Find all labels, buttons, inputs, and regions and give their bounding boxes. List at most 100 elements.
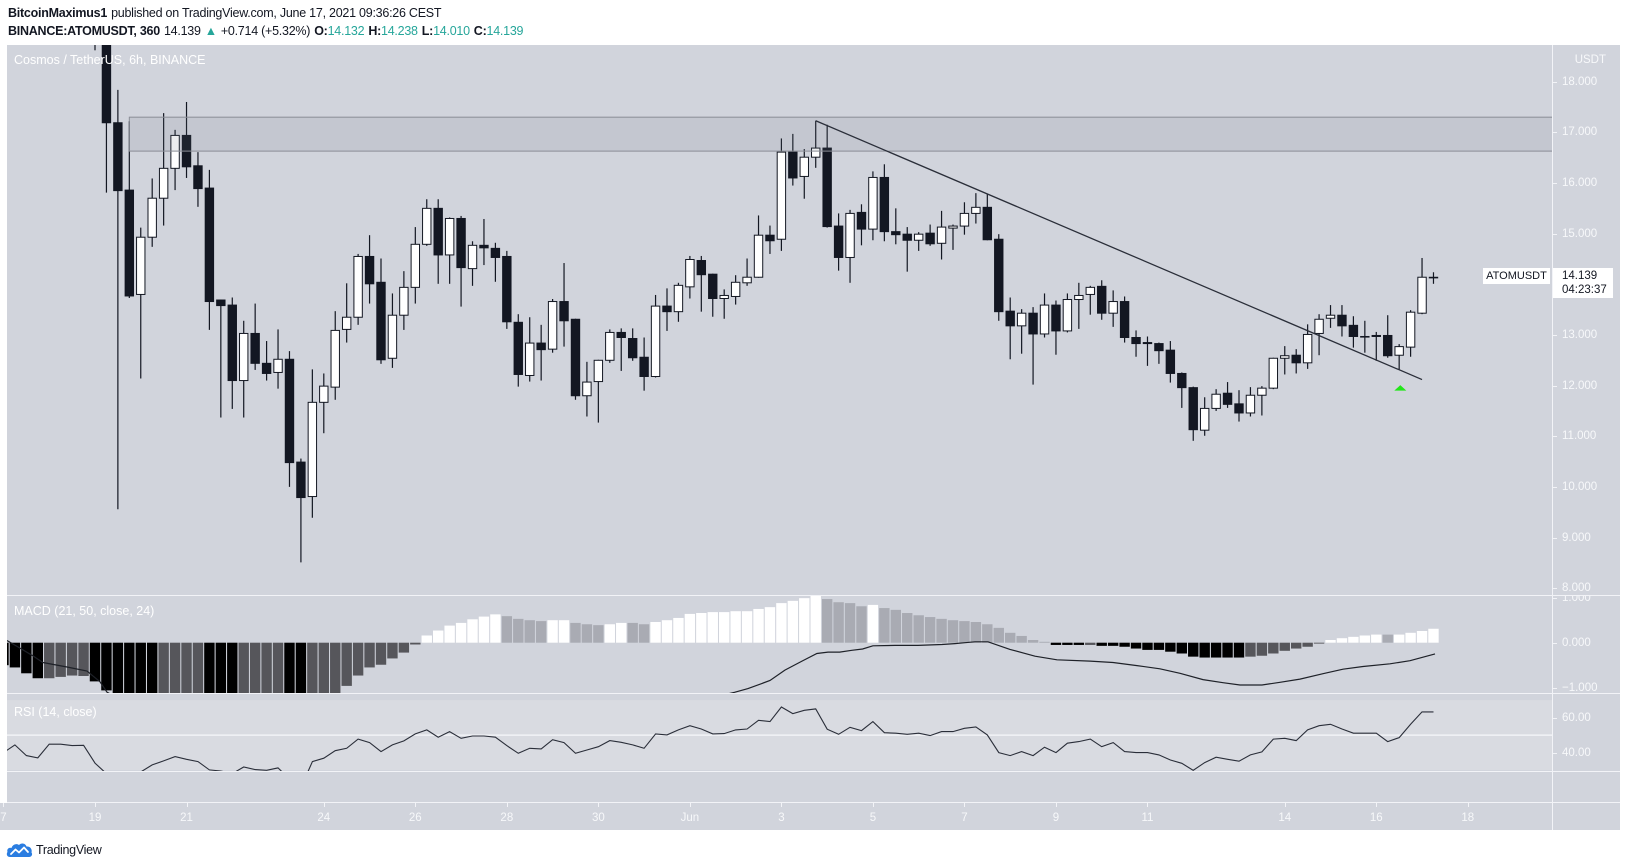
macd-histogram-bar: [627, 622, 638, 643]
macd-histogram-bar: [192, 642, 204, 693]
bullish-candle: [1074, 282, 1084, 329]
tradingview-footer-link[interactable]: TradingView: [6, 841, 102, 858]
macd-histogram-bar: [913, 615, 924, 643]
bullish-candle: [399, 271, 409, 330]
author-link[interactable]: BitcoinMaximus1: [8, 6, 108, 20]
candle-body: [456, 217, 466, 269]
candle-body: [364, 255, 375, 285]
pane-divider[interactable]: [7, 595, 1620, 596]
candle-body: [994, 238, 1004, 313]
candle-body: [1154, 343, 1164, 352]
bearish-candle: [1051, 300, 1061, 355]
axis-tick: [1553, 436, 1557, 438]
macd-histogram-bar: [1050, 642, 1062, 645]
bullish-candle: [1199, 397, 1210, 436]
rsi-axis[interactable]: 60.00 40.00: [1553, 694, 1620, 771]
candle-body: [1417, 276, 1427, 314]
bearish-candle: [1131, 330, 1141, 357]
candle-body: [479, 244, 489, 249]
macd-histogram-bar: [398, 642, 410, 653]
bearish-candle: [708, 273, 718, 317]
candle-body: [925, 232, 935, 245]
price-pane[interactable]: Cosmos / TetherUS, 6h, BINANCE: [7, 45, 1552, 595]
macd-histogram-bar: [513, 618, 524, 643]
macd-histogram-bar: [867, 604, 879, 643]
price-axis-label: 15.000: [1562, 227, 1598, 240]
low-label: L:: [421, 24, 434, 38]
macd-histogram-bar: [215, 642, 227, 693]
bullish-candle: [1039, 293, 1050, 338]
macd-histogram-bar: [1027, 640, 1039, 643]
time-axis-label: Jun: [680, 812, 700, 824]
bearish-candle: [101, 45, 112, 193]
macd-histogram-bar: [330, 642, 341, 693]
bearish-candle: [227, 297, 237, 409]
macd-histogram-bar: [616, 622, 627, 643]
candle-body: [959, 212, 970, 227]
descending-trendline[interactable]: [815, 120, 1423, 381]
bullish-candle: [330, 311, 340, 400]
price-change: +0.714 (+5.32%): [220, 24, 311, 38]
time-axis[interactable]: 7 19 21 24 26 28 30 Jun 3 5 7 9 11 14 16 18: [0, 803, 1552, 830]
macd-axis-label: 1.000: [1562, 596, 1591, 604]
bullish-candle: [307, 369, 318, 518]
chart-area[interactable]: Cosmos / TetherUS, 6h, BINANCE USDT 18.0…: [0, 45, 1620, 830]
pane-divider[interactable]: [7, 693, 1620, 694]
macd-axis[interactable]: 1.000 0.000 −1.000: [1553, 596, 1620, 693]
macd-histogram-bar: [810, 596, 821, 643]
rsi-line: [7, 706, 1434, 771]
candle-body: [936, 226, 947, 244]
macd-histogram-bar: [21, 642, 32, 674]
candle-body: [296, 461, 306, 499]
macd-histogram-bar: [1073, 642, 1085, 645]
macd-histogram-bar: [410, 642, 421, 645]
candle-body: [124, 189, 135, 297]
candle-body: [1062, 299, 1073, 332]
high-label: H:: [368, 24, 382, 38]
bearish-candle: [696, 255, 707, 312]
bullish-candle: [1085, 285, 1095, 315]
currency-unit-label: USDT: [1574, 54, 1606, 66]
candle-body: [536, 342, 546, 351]
macd-histogram-bar: [101, 642, 112, 691]
macd-histogram-bar: [638, 624, 650, 643]
axis-corner: [1553, 803, 1620, 830]
macd-pane[interactable]: MACD (21, 50, close, 24): [7, 596, 1552, 693]
candle-body: [1005, 310, 1015, 327]
macd-histogram-bar: [1222, 642, 1233, 658]
candle-body: [387, 314, 398, 359]
macd-plot: [7, 596, 1439, 693]
macd-histogram-bar: [833, 602, 844, 643]
macd-histogram-bar: [673, 617, 684, 643]
rsi-axis-label: 40.00: [1562, 746, 1591, 759]
rsi-pane[interactable]: RSI (14, close): [7, 694, 1552, 771]
candle-body: [811, 147, 821, 158]
candle-body: [341, 316, 352, 330]
candle-body: [833, 225, 844, 258]
macd-histogram-bar: [444, 625, 455, 643]
bearish-candle: [433, 199, 443, 284]
bullish-candle: [273, 329, 283, 389]
time-tick: [964, 803, 966, 807]
empty-pane: [7, 772, 1552, 802]
price-axis-label: 17.000: [1562, 126, 1598, 139]
macd-histogram-bar: [856, 606, 867, 643]
publish-line: BitcoinMaximus1 published on TradingView.…: [8, 5, 442, 21]
resistance-zone[interactable]: [128, 116, 1552, 152]
last-price: 14.139: [163, 24, 201, 38]
bearish-candle: [490, 242, 501, 282]
bullish-candle: [1245, 387, 1256, 417]
macd-histogram-bar: [1359, 635, 1371, 643]
macd-histogram-bar: [1039, 641, 1050, 643]
bearish-candle: [479, 218, 489, 266]
macd-histogram-bar: [1371, 634, 1382, 643]
macd-histogram-bar: [936, 618, 947, 643]
price-plot: [94, 45, 1552, 563]
candle-body: [1428, 276, 1439, 279]
candle-body: [822, 147, 832, 228]
bearish-candle: [902, 227, 912, 272]
pane-divider[interactable]: [7, 771, 1620, 772]
macd-histogram-bar: [1107, 642, 1119, 646]
rsi-legend: RSI (14, close): [14, 705, 97, 719]
price-axis[interactable]: USDT 18.000 17.000 16.000 15.000 13.000 12.00…: [1553, 45, 1620, 595]
